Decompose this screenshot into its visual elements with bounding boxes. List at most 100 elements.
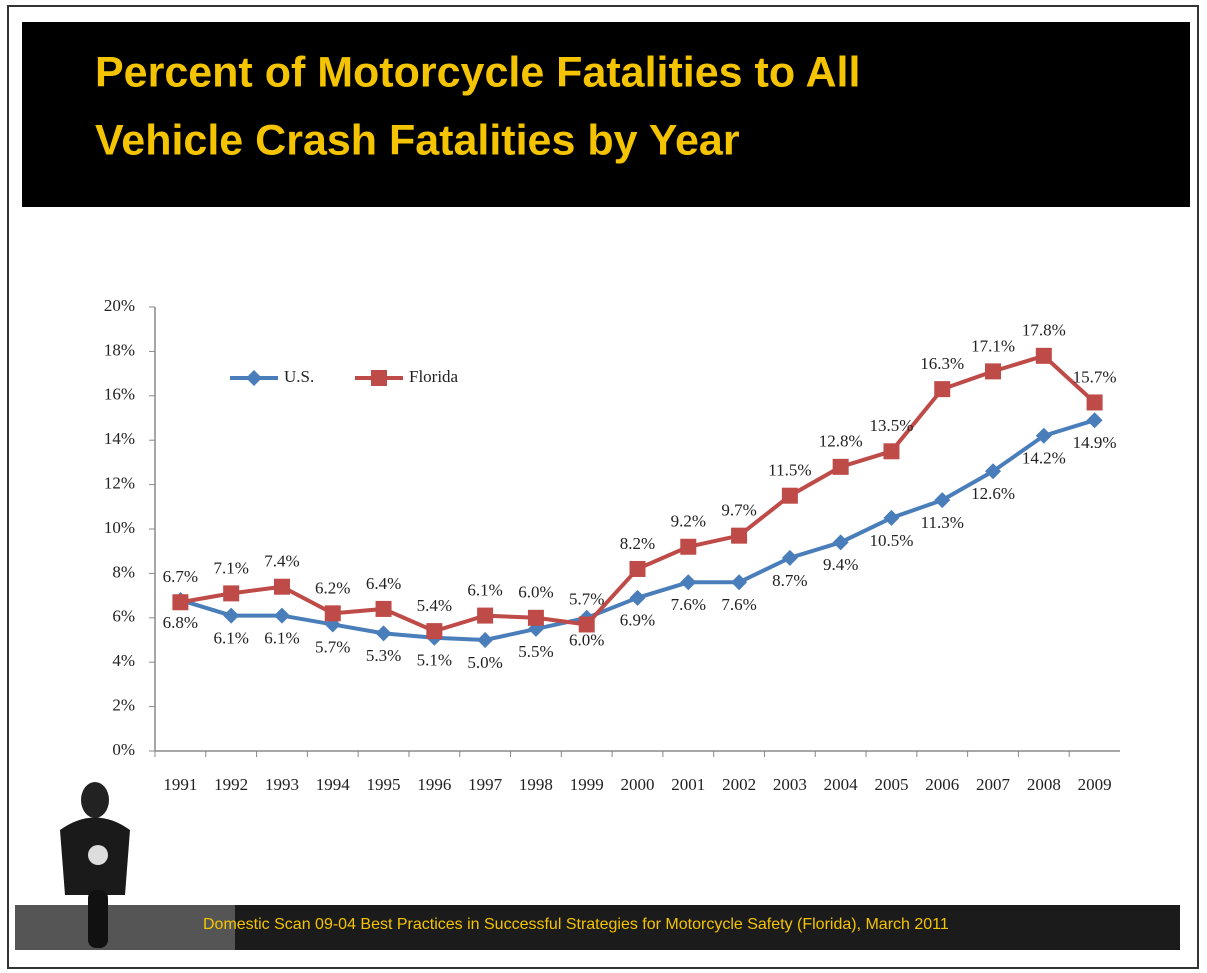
x-tick-label: 2002 bbox=[722, 775, 756, 794]
x-tick-label: 2000 bbox=[621, 775, 655, 794]
point bbox=[1035, 347, 1052, 364]
data-label: 11.5% bbox=[768, 461, 811, 480]
data-label: 13.5% bbox=[869, 416, 913, 435]
point bbox=[223, 585, 240, 602]
road bbox=[15, 905, 235, 950]
footer-bar bbox=[235, 905, 1180, 950]
x-tick-label: 1996 bbox=[417, 775, 451, 794]
data-label: 6.7% bbox=[163, 567, 198, 586]
x-tick-label: 1994 bbox=[316, 775, 351, 794]
data-label: 6.1% bbox=[213, 628, 248, 647]
data-label: 12.8% bbox=[819, 432, 863, 451]
point bbox=[934, 492, 951, 509]
data-label: 5.7% bbox=[569, 589, 604, 608]
y-tick-label: 6% bbox=[112, 607, 135, 626]
x-tick-label: 1992 bbox=[214, 775, 248, 794]
data-label: 6.4% bbox=[366, 574, 401, 593]
point bbox=[324, 605, 341, 622]
point bbox=[1086, 412, 1103, 429]
x-tick-label: 2008 bbox=[1027, 775, 1061, 794]
data-label: 14.9% bbox=[1073, 433, 1117, 452]
data-label: 12.6% bbox=[971, 484, 1015, 503]
point bbox=[172, 594, 189, 611]
y-tick-label: 10% bbox=[104, 518, 135, 537]
data-label: 14.2% bbox=[1022, 449, 1066, 468]
data-label: 17.1% bbox=[971, 336, 1015, 355]
x-tick-label: 1995 bbox=[367, 775, 401, 794]
y-tick-label: 2% bbox=[112, 696, 135, 715]
data-label: 6.0% bbox=[569, 631, 604, 650]
data-label: 16.3% bbox=[920, 354, 964, 373]
legend-marker bbox=[246, 370, 262, 386]
x-tick-label: 2009 bbox=[1078, 775, 1112, 794]
point bbox=[680, 538, 697, 555]
data-label: 8.7% bbox=[772, 571, 807, 590]
point bbox=[375, 600, 392, 617]
point bbox=[985, 463, 1002, 480]
point bbox=[1035, 427, 1052, 444]
y-tick-label: 20% bbox=[104, 296, 135, 315]
point bbox=[883, 509, 900, 526]
chart-title: Vehicle Crash Fatalities by Year bbox=[95, 116, 740, 164]
point bbox=[883, 443, 900, 460]
x-tick-label: 2007 bbox=[976, 775, 1011, 794]
data-label: 5.3% bbox=[366, 646, 401, 665]
point bbox=[273, 607, 290, 624]
point bbox=[477, 607, 494, 624]
title-box bbox=[22, 22, 1190, 207]
data-label: 5.1% bbox=[417, 651, 452, 670]
data-label: 5.5% bbox=[518, 642, 553, 661]
y-tick-label: 4% bbox=[112, 651, 135, 670]
point bbox=[527, 609, 544, 626]
y-tick-label: 8% bbox=[112, 562, 135, 581]
x-tick-label: 1997 bbox=[468, 775, 503, 794]
data-label: 7.6% bbox=[671, 595, 706, 614]
legend-label: U.S. bbox=[284, 367, 314, 386]
motorcycle bbox=[15, 782, 235, 950]
data-label: 9.4% bbox=[823, 555, 858, 574]
point bbox=[832, 458, 849, 475]
data-label: 6.1% bbox=[467, 580, 502, 599]
data-label: 10.5% bbox=[869, 531, 913, 550]
point bbox=[426, 623, 443, 640]
data-label: 7.4% bbox=[264, 552, 299, 571]
point bbox=[781, 487, 798, 504]
data-label: 6.2% bbox=[315, 578, 350, 597]
x-tick-label: 2005 bbox=[874, 775, 908, 794]
data-label: 9.2% bbox=[671, 512, 706, 531]
data-label: 6.8% bbox=[163, 613, 198, 632]
point bbox=[731, 527, 748, 544]
x-tick-label: 1993 bbox=[265, 775, 299, 794]
data-label: 5.0% bbox=[467, 653, 502, 672]
legend-label: Florida bbox=[409, 367, 459, 386]
headlight bbox=[88, 845, 108, 865]
data-label: 6.9% bbox=[620, 611, 655, 630]
wheel bbox=[88, 890, 108, 948]
point bbox=[629, 589, 646, 606]
data-label: 6.1% bbox=[264, 628, 299, 647]
data-label: 8.2% bbox=[620, 534, 655, 553]
x-tick-label: 1991 bbox=[163, 775, 197, 794]
point bbox=[477, 632, 494, 648]
x-tick-label: 1998 bbox=[519, 775, 553, 794]
point bbox=[832, 534, 849, 551]
y-tick-label: 16% bbox=[104, 385, 135, 404]
point bbox=[375, 625, 392, 642]
point bbox=[934, 381, 951, 398]
legend-marker bbox=[371, 370, 387, 386]
point bbox=[781, 549, 798, 566]
chart-title: Percent of Motorcycle Fatalities to All bbox=[95, 48, 860, 96]
point bbox=[578, 616, 595, 633]
x-tick-label: 2003 bbox=[773, 775, 807, 794]
point bbox=[1086, 394, 1103, 411]
rider-head bbox=[81, 782, 109, 818]
data-label: 17.8% bbox=[1022, 321, 1066, 340]
data-label: 6.0% bbox=[518, 583, 553, 602]
x-tick-label: 2004 bbox=[824, 775, 859, 794]
point bbox=[985, 363, 1002, 380]
x-tick-label: 2006 bbox=[925, 775, 959, 794]
data-label: 7.6% bbox=[721, 595, 756, 614]
data-label: 7.1% bbox=[213, 558, 248, 577]
